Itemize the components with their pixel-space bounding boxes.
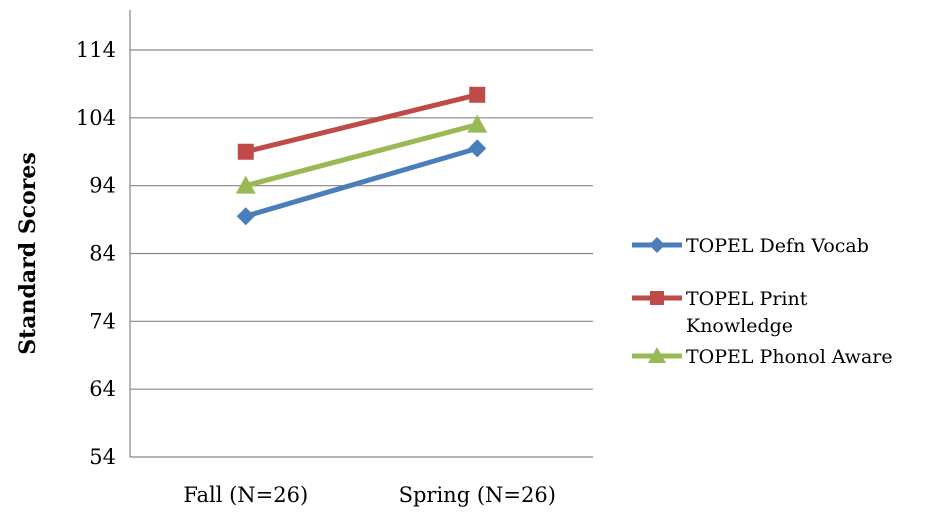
- legend-marker-triangle: [648, 347, 666, 363]
- y-tick-label: 114: [76, 38, 116, 62]
- series-line: [245, 122, 478, 189]
- legend-label: TOPEL Defn Vocab: [686, 235, 869, 257]
- y-tick-label: 54: [89, 445, 116, 469]
- series-0: [236, 139, 487, 226]
- legend-marker-square: [650, 291, 664, 305]
- y-axis-label: Standard Scores: [15, 152, 41, 355]
- series-group: [235, 86, 488, 226]
- x-tick-label: Spring (N=26): [399, 483, 556, 507]
- data-point-triangle: [235, 175, 256, 194]
- data-point-triangle: [467, 114, 488, 133]
- data-point-diamond: [236, 207, 255, 226]
- series-line: [245, 145, 478, 219]
- series-line: [245, 92, 478, 155]
- data-point-diamond: [468, 139, 487, 158]
- y-tick-label: 84: [89, 242, 116, 266]
- legend: TOPEL Defn Vocab TOPEL Print Knowledge TOPE…: [632, 235, 893, 368]
- series-2: [235, 114, 488, 194]
- legend-entry: TOPEL Print Knowledge: [632, 288, 808, 337]
- y-tick-label: 94: [89, 174, 116, 198]
- legend-label: TOPEL Print Knowledge: [686, 288, 808, 337]
- legend-entry: TOPEL Phonol Aware: [632, 346, 893, 368]
- y-tick-label: 64: [89, 377, 116, 401]
- series-1: [237, 86, 486, 160]
- gridlines: [130, 49, 593, 390]
- y-tick-label: 104: [76, 106, 116, 130]
- axes: [129, 10, 593, 458]
- y-tick-labels: 54 64 74 84 94 104 114: [76, 38, 116, 469]
- legend-marker-diamond: [649, 237, 665, 253]
- x-tick-labels: Fall (N=26) Spring (N=26): [183, 483, 556, 507]
- data-point-square: [469, 86, 486, 103]
- legend-label: TOPEL Phonol Aware: [686, 346, 893, 368]
- data-point-square: [237, 143, 254, 160]
- x-tick-label: Fall (N=26): [183, 483, 308, 507]
- legend-entry: TOPEL Defn Vocab: [632, 235, 869, 257]
- y-tick-label: 74: [89, 309, 116, 333]
